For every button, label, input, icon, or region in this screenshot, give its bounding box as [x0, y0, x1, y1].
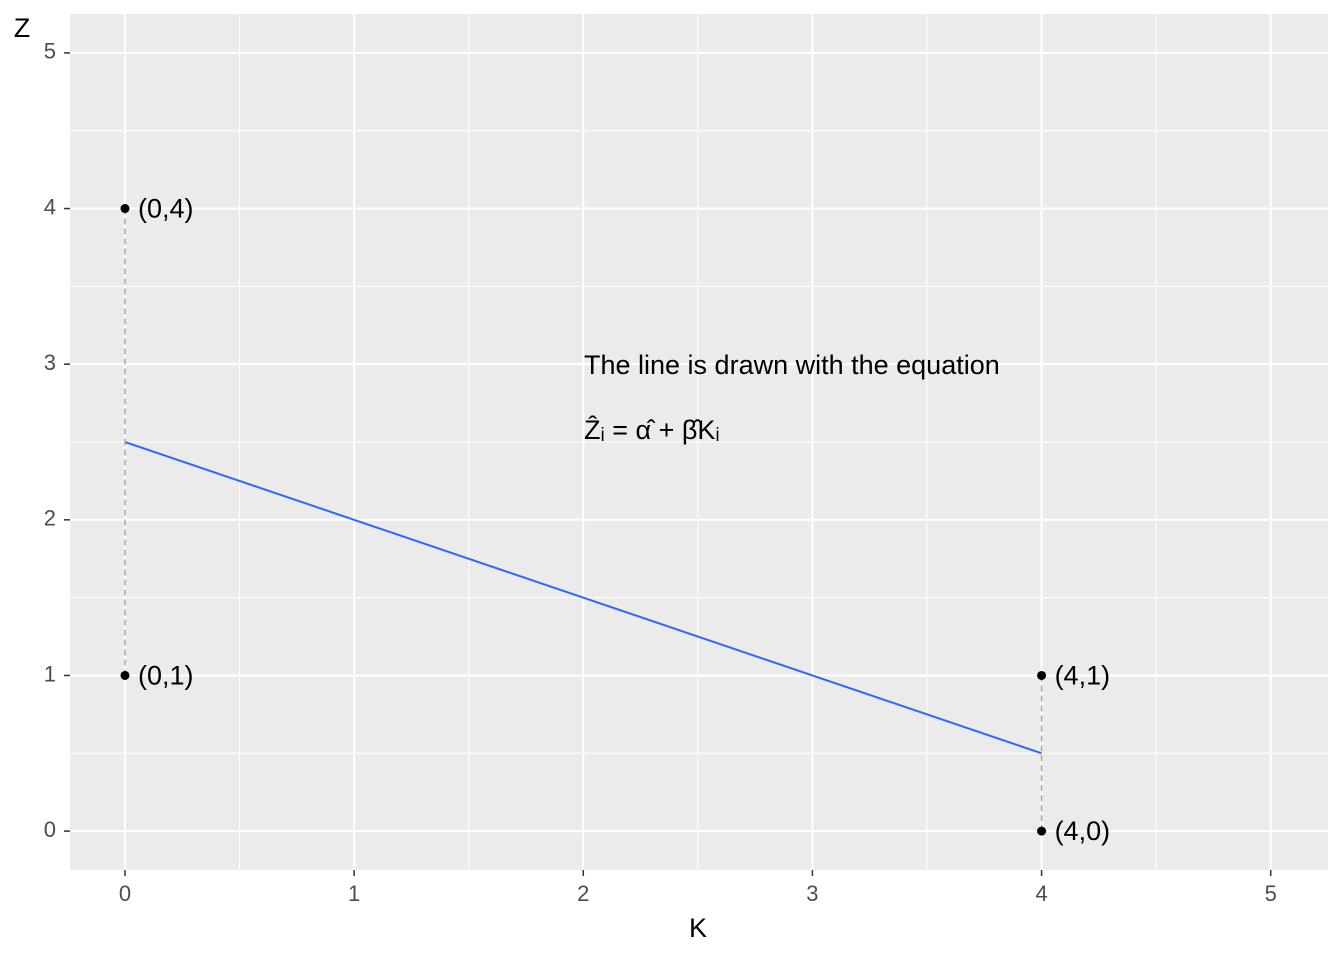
point — [1037, 670, 1047, 680]
point-label: (4,0) — [1055, 816, 1111, 846]
y-tick-label: 1 — [44, 661, 56, 686]
fit-line — [124, 441, 1042, 755]
equation: Ẑᵢ = α̂ + β̂Kᵢ — [584, 414, 720, 445]
point-label: (0,4) — [138, 194, 194, 224]
point-label: (4,1) — [1055, 661, 1111, 691]
x-tick-label: 4 — [1035, 881, 1047, 906]
y-tick-label: 2 — [44, 506, 56, 531]
x-axis-title: K — [689, 913, 707, 943]
point-label: (0,1) — [138, 661, 194, 691]
y-tick-label: 4 — [44, 194, 56, 219]
y-tick-label: 0 — [44, 817, 56, 842]
point — [120, 204, 130, 214]
x-tick-label: 2 — [577, 881, 589, 906]
point — [1037, 826, 1047, 836]
x-tick-label: 5 — [1265, 881, 1277, 906]
x-tick-label: 0 — [119, 881, 131, 906]
y-tick-label: 5 — [44, 39, 56, 64]
point — [120, 670, 130, 680]
y-tick-label: 3 — [44, 350, 56, 375]
x-tick-label: 3 — [806, 881, 818, 906]
y-axis-title: Z — [14, 13, 31, 43]
x-tick-label: 1 — [348, 881, 360, 906]
annotation: The line is drawn with the equation — [584, 350, 1000, 380]
